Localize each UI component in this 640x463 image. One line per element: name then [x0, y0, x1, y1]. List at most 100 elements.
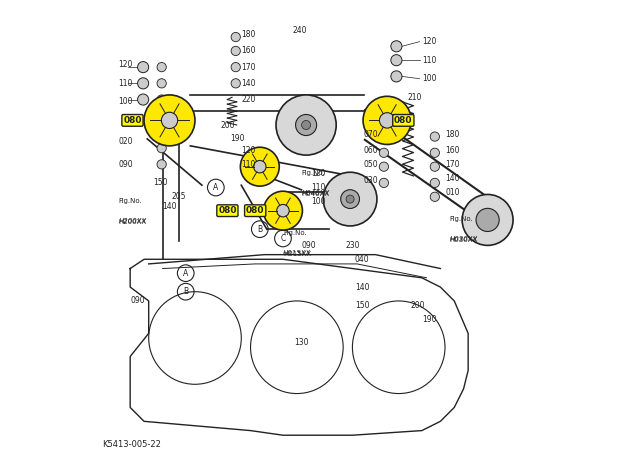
Circle shape [231, 63, 241, 72]
Circle shape [138, 62, 148, 73]
Text: H015XX: H015XX [283, 251, 311, 257]
Circle shape [391, 55, 402, 66]
Circle shape [231, 32, 241, 42]
Circle shape [380, 148, 388, 157]
Circle shape [296, 114, 317, 136]
Text: 160: 160 [241, 46, 256, 56]
Text: H200XX: H200XX [118, 218, 147, 224]
Circle shape [253, 161, 266, 173]
Circle shape [363, 96, 412, 144]
Text: 040: 040 [355, 255, 369, 264]
Circle shape [391, 71, 402, 82]
Circle shape [340, 190, 360, 208]
Text: 120: 120 [118, 60, 133, 69]
Text: 100: 100 [118, 97, 133, 106]
Text: 240: 240 [292, 25, 307, 35]
Circle shape [323, 172, 377, 226]
Text: A: A [183, 269, 188, 278]
Circle shape [380, 162, 388, 171]
Circle shape [391, 41, 402, 52]
Text: 200: 200 [410, 301, 425, 310]
Text: B: B [183, 287, 188, 296]
Circle shape [276, 205, 289, 217]
Circle shape [138, 94, 148, 105]
Text: 120: 120 [422, 37, 436, 46]
Circle shape [157, 79, 166, 88]
Text: H040XX: H040XX [301, 191, 330, 197]
Text: 050: 050 [364, 160, 379, 169]
Text: Fig.No.: Fig.No. [450, 216, 474, 222]
Circle shape [231, 79, 241, 88]
Circle shape [157, 127, 166, 137]
Text: 140: 140 [241, 79, 256, 88]
Text: 140: 140 [445, 174, 460, 183]
Circle shape [430, 178, 440, 188]
Circle shape [430, 162, 440, 171]
Text: 080: 080 [218, 206, 237, 215]
Circle shape [476, 208, 499, 232]
Text: 090: 090 [301, 241, 316, 250]
Circle shape [380, 178, 388, 188]
Text: 110: 110 [422, 56, 436, 65]
Circle shape [157, 95, 166, 104]
Text: 120: 120 [311, 169, 325, 178]
Circle shape [241, 147, 279, 186]
Circle shape [157, 160, 166, 169]
Text: 110: 110 [118, 79, 133, 88]
Text: Fig.No.: Fig.No. [118, 198, 142, 204]
Text: 010: 010 [445, 188, 460, 197]
Text: 110: 110 [311, 183, 325, 192]
Text: 020: 020 [118, 137, 133, 146]
Text: H030XX: H030XX [450, 236, 478, 242]
Text: 090: 090 [130, 296, 145, 306]
Text: 190: 190 [230, 134, 244, 144]
Text: 140: 140 [163, 201, 177, 211]
Text: 170: 170 [241, 63, 256, 72]
Circle shape [264, 191, 303, 230]
Circle shape [462, 194, 513, 245]
Text: 080: 080 [246, 206, 264, 215]
Text: 070: 070 [364, 130, 379, 139]
Circle shape [157, 144, 166, 153]
Text: 230: 230 [346, 241, 360, 250]
Text: A: A [213, 183, 218, 192]
Text: 120: 120 [241, 146, 255, 155]
Circle shape [144, 95, 195, 146]
Text: K5413-005-22: K5413-005-22 [102, 440, 161, 449]
Circle shape [380, 132, 388, 141]
Circle shape [346, 195, 354, 203]
Circle shape [380, 113, 395, 128]
Text: 210: 210 [408, 93, 422, 102]
Text: H015XX: H015XX [283, 250, 311, 256]
Text: 110: 110 [241, 160, 255, 169]
Text: Fig.No.: Fig.No. [283, 230, 307, 236]
Text: 080: 080 [394, 116, 413, 125]
Text: H200XX: H200XX [118, 219, 147, 225]
Circle shape [430, 148, 440, 157]
Circle shape [157, 109, 166, 118]
Text: 180: 180 [241, 30, 255, 39]
Text: 150: 150 [355, 301, 369, 310]
Text: 100: 100 [311, 197, 325, 206]
Text: 200: 200 [220, 120, 235, 130]
Text: 030: 030 [364, 176, 379, 185]
Circle shape [157, 63, 166, 72]
Text: 130: 130 [294, 338, 309, 347]
Circle shape [138, 78, 148, 89]
Text: 220: 220 [241, 95, 255, 104]
Text: H030XX: H030XX [450, 237, 478, 243]
Text: 160: 160 [445, 146, 460, 155]
Text: 205: 205 [172, 192, 186, 201]
Text: Fig.No.: Fig.No. [301, 170, 325, 176]
Text: 090: 090 [118, 160, 133, 169]
Text: C: C [280, 234, 285, 243]
Circle shape [276, 95, 336, 155]
Circle shape [430, 192, 440, 201]
Circle shape [161, 112, 178, 129]
Text: B: B [257, 225, 262, 234]
Text: H040XX: H040XX [301, 190, 330, 196]
Circle shape [231, 46, 241, 56]
Text: 100: 100 [422, 74, 436, 83]
Text: 150: 150 [154, 178, 168, 188]
Text: 140: 140 [355, 282, 369, 292]
